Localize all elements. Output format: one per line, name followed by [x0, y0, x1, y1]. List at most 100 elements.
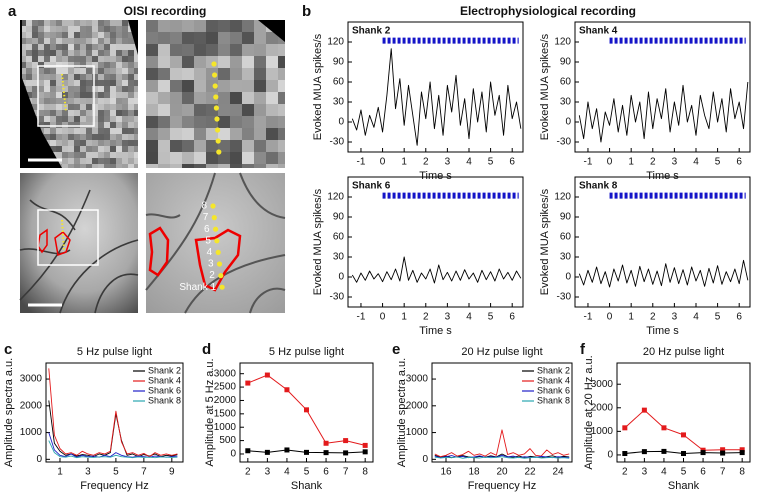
pixel	[218, 92, 230, 104]
probe-dot	[211, 61, 217, 67]
pixel	[158, 116, 170, 128]
legend-label: Shank 8	[537, 395, 570, 405]
pixel	[86, 44, 92, 50]
pixel	[104, 140, 110, 146]
pixel	[128, 104, 134, 110]
pixel	[92, 104, 98, 110]
chart-title: 5 Hz pulse light	[269, 346, 344, 358]
pixel	[50, 38, 56, 44]
pixel	[68, 134, 74, 140]
y-tick-label: 120	[327, 192, 344, 203]
vessels	[19, 189, 139, 314]
y-tick-label: 1000	[406, 427, 429, 438]
x-tick-label: 5	[715, 157, 721, 168]
data-point	[343, 438, 349, 444]
pixel	[62, 20, 68, 26]
pixel	[278, 116, 285, 128]
pixel	[134, 80, 138, 86]
pixel	[128, 38, 134, 44]
pixel	[68, 20, 74, 26]
panel-title: Electrophysiological recording	[460, 4, 636, 18]
pixel	[74, 110, 80, 116]
x-axis-label: Frequency Hz	[468, 480, 536, 492]
pixel	[116, 158, 122, 164]
pixel	[92, 62, 98, 68]
pixel	[26, 26, 32, 32]
pixel	[116, 92, 122, 98]
pixel	[22, 32, 26, 38]
pixel	[74, 56, 80, 62]
pixel	[278, 80, 285, 92]
x-tick-label: 6	[509, 157, 515, 168]
shank-label: 6	[204, 224, 210, 235]
pixel	[128, 140, 134, 146]
y-tick-label: 60	[333, 77, 345, 88]
pixel	[98, 140, 104, 146]
pixel	[56, 140, 62, 146]
pixel	[92, 26, 98, 32]
pixel	[182, 152, 194, 164]
pixel	[86, 68, 92, 74]
pixel	[74, 98, 80, 104]
pixel	[110, 110, 116, 116]
pixel	[80, 134, 86, 140]
x-tick-label: 1	[628, 312, 634, 323]
pixel	[98, 86, 104, 92]
pixel	[104, 62, 110, 68]
data-point	[323, 440, 329, 446]
pixel	[134, 158, 138, 164]
x-tick-label: 3	[265, 467, 271, 478]
pixel	[98, 74, 104, 80]
pixel	[122, 146, 128, 152]
pixel	[116, 98, 122, 104]
pixel	[104, 110, 110, 116]
y-tick-label: 90	[333, 212, 345, 223]
pixel	[146, 56, 158, 68]
pixel	[62, 98, 68, 104]
zoom-box	[37, 65, 95, 127]
data-point	[284, 447, 290, 453]
pixel	[158, 104, 170, 116]
legend-label: Shank 4	[537, 375, 570, 385]
pixel	[110, 38, 116, 44]
pixel	[218, 44, 230, 56]
pixel	[242, 20, 254, 32]
pixel	[122, 152, 128, 158]
pixel	[80, 62, 86, 68]
data-point	[739, 450, 745, 456]
x-tick-label: 2	[423, 312, 429, 323]
pixel	[254, 140, 266, 152]
pixel	[110, 56, 116, 62]
pixel	[128, 146, 134, 152]
x-axis-label: Shank	[668, 480, 700, 492]
pixel	[194, 128, 206, 140]
probe-dot	[214, 116, 220, 122]
probe-dots	[210, 61, 225, 290]
pixel	[80, 38, 86, 44]
pixel	[74, 122, 80, 128]
probe	[61, 73, 67, 113]
pixel	[38, 20, 44, 26]
pixel	[44, 32, 50, 38]
data-point	[641, 449, 647, 455]
pixel	[56, 134, 62, 140]
pixel	[62, 80, 68, 86]
plot-frame	[574, 176, 751, 308]
pixel	[122, 38, 128, 44]
pixel	[68, 38, 74, 44]
pixel	[68, 98, 74, 104]
data-point	[245, 448, 251, 454]
pixel	[128, 116, 134, 122]
pixel	[182, 80, 194, 92]
pixel	[62, 86, 68, 92]
pixel	[68, 80, 74, 86]
pixel	[68, 116, 74, 122]
pixel	[254, 152, 266, 164]
pixel	[80, 110, 86, 116]
pixel	[104, 74, 110, 80]
y-tick-label: -30	[330, 292, 345, 303]
data-point	[362, 449, 368, 455]
y-tick-label: 30	[560, 97, 572, 108]
pixel	[92, 116, 98, 122]
pixel	[182, 20, 194, 32]
